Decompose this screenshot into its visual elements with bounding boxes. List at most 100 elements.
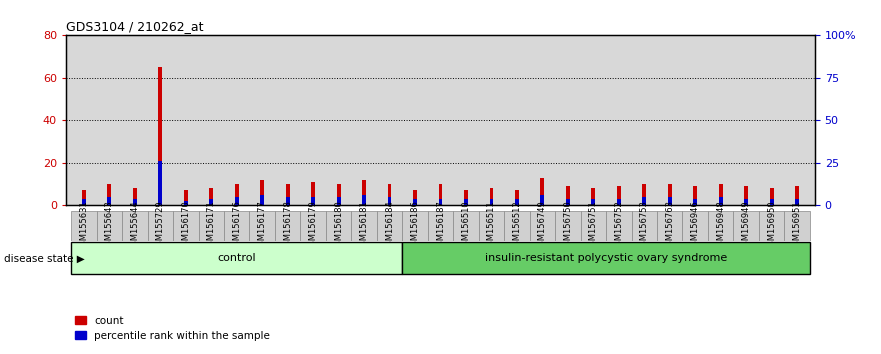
Bar: [275, 211, 300, 241]
Bar: [464, 199, 468, 205]
Bar: [733, 211, 759, 241]
Bar: [591, 188, 596, 205]
Bar: [362, 195, 366, 205]
Legend: count, percentile rank within the sample: count, percentile rank within the sample: [71, 312, 274, 345]
Bar: [668, 184, 671, 205]
Text: GSM156510: GSM156510: [462, 200, 470, 251]
Text: GSM156171: GSM156171: [207, 200, 216, 251]
Text: GSM156181: GSM156181: [359, 200, 368, 251]
Bar: [388, 197, 391, 205]
Bar: [693, 199, 697, 205]
Bar: [184, 190, 188, 205]
Bar: [744, 186, 748, 205]
Bar: [224, 211, 249, 241]
Bar: [210, 188, 213, 205]
Bar: [668, 197, 671, 205]
Bar: [352, 211, 377, 241]
Bar: [478, 211, 504, 241]
Bar: [591, 199, 596, 205]
Bar: [159, 67, 162, 205]
Bar: [796, 199, 799, 205]
Bar: [453, 211, 478, 241]
Bar: [490, 188, 493, 205]
Bar: [133, 199, 137, 205]
Text: GSM156177: GSM156177: [258, 200, 267, 251]
Bar: [796, 186, 799, 205]
Bar: [71, 242, 403, 274]
Text: GSM156749: GSM156749: [538, 200, 547, 251]
Bar: [464, 190, 468, 205]
Bar: [413, 199, 417, 205]
Bar: [97, 211, 122, 241]
Bar: [759, 211, 784, 241]
Bar: [683, 211, 708, 241]
Bar: [617, 186, 621, 205]
Bar: [184, 201, 188, 205]
Bar: [566, 199, 570, 205]
Bar: [719, 197, 722, 205]
Bar: [439, 184, 442, 205]
Bar: [148, 211, 173, 241]
Text: GSM156176: GSM156176: [233, 200, 241, 251]
Bar: [249, 211, 275, 241]
Bar: [107, 197, 111, 205]
Bar: [210, 199, 213, 205]
Bar: [122, 211, 148, 241]
Text: GSM156180: GSM156180: [334, 200, 343, 251]
Bar: [490, 199, 493, 205]
Bar: [504, 211, 529, 241]
Text: GSM155631: GSM155631: [79, 200, 88, 251]
Bar: [133, 188, 137, 205]
Text: GSM156949: GSM156949: [742, 200, 751, 251]
Text: GSM155729: GSM155729: [156, 200, 165, 251]
Bar: [173, 211, 198, 241]
Bar: [632, 211, 657, 241]
Bar: [337, 184, 341, 205]
Bar: [708, 211, 733, 241]
Bar: [159, 161, 162, 205]
Text: GSM156170: GSM156170: [181, 200, 190, 251]
Bar: [642, 197, 646, 205]
Bar: [555, 211, 581, 241]
Bar: [657, 211, 683, 241]
Text: GSM156951: GSM156951: [793, 200, 802, 251]
Bar: [388, 184, 391, 205]
Bar: [540, 178, 544, 205]
Bar: [642, 184, 646, 205]
Text: disease state ▶: disease state ▶: [4, 253, 85, 263]
Text: GSM156950: GSM156950: [767, 200, 776, 251]
Bar: [784, 211, 810, 241]
Text: GSM156511: GSM156511: [487, 200, 496, 251]
Text: GSM156751: GSM156751: [589, 200, 598, 251]
Bar: [581, 211, 606, 241]
Text: control: control: [218, 253, 256, 263]
Bar: [260, 180, 264, 205]
Text: GSM156948: GSM156948: [716, 200, 725, 251]
Bar: [719, 184, 722, 205]
Bar: [107, 184, 111, 205]
Bar: [198, 211, 224, 241]
Text: GSM156753: GSM156753: [640, 200, 648, 251]
Bar: [326, 211, 352, 241]
Bar: [82, 199, 85, 205]
Text: GSM156179: GSM156179: [308, 200, 318, 251]
Text: GSM156186: GSM156186: [411, 200, 419, 251]
Bar: [362, 180, 366, 205]
Text: GSM155644: GSM155644: [130, 200, 139, 251]
Bar: [260, 195, 264, 205]
Text: GSM156178: GSM156178: [283, 200, 292, 251]
Bar: [82, 190, 85, 205]
Bar: [529, 211, 555, 241]
Bar: [770, 199, 774, 205]
Bar: [285, 184, 290, 205]
Bar: [515, 190, 519, 205]
Text: GDS3104 / 210262_at: GDS3104 / 210262_at: [66, 20, 204, 33]
Text: GSM156187: GSM156187: [436, 200, 445, 251]
Bar: [311, 197, 315, 205]
Bar: [300, 211, 326, 241]
Bar: [71, 211, 97, 241]
Bar: [413, 190, 417, 205]
Bar: [337, 197, 341, 205]
Bar: [403, 242, 810, 274]
Bar: [744, 199, 748, 205]
